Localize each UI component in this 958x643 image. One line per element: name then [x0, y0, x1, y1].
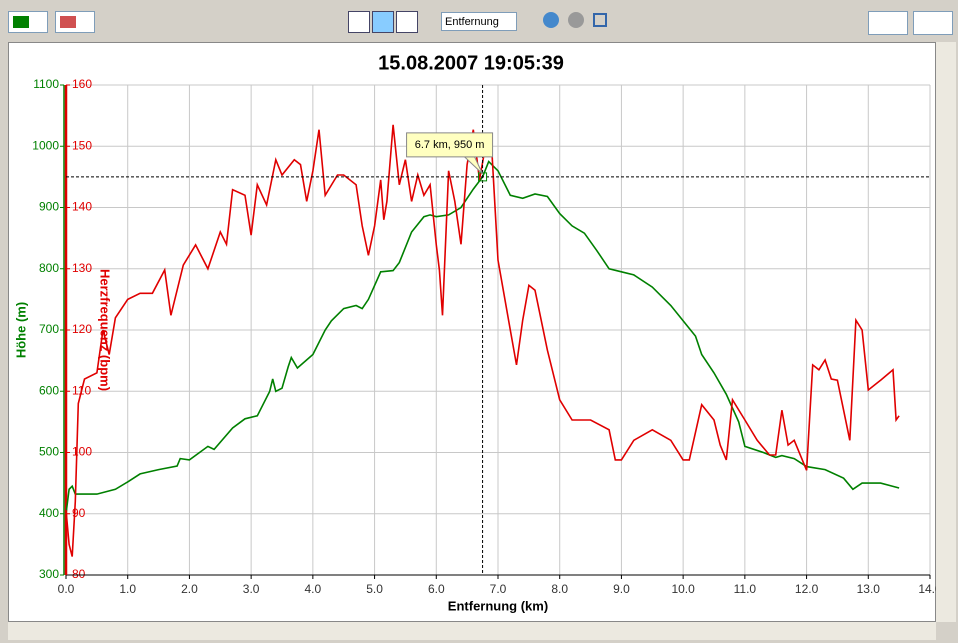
y2-tick-label: 150	[72, 138, 92, 152]
y2-tick-label: 120	[72, 322, 92, 336]
x-tick-label: 2.0	[181, 582, 198, 596]
y2-tick-label: 140	[72, 200, 92, 214]
x-tick-label: 7.0	[490, 582, 507, 596]
x-tick-label: 10.0	[671, 582, 695, 596]
dropdown-text: Entfernung	[445, 16, 499, 28]
y-tick-label: 1000	[32, 138, 59, 152]
y-axis-title: Höhe (m)	[13, 302, 28, 358]
y2-tick-label: 80	[72, 567, 86, 581]
zoom-in[interactable]	[543, 12, 559, 28]
chart-title: 15.08.2007 19:05:39	[378, 52, 564, 74]
y-tick-label: 700	[39, 322, 59, 336]
data-line	[65, 124, 900, 557]
y2-tick-label: 130	[72, 261, 92, 275]
tooltip-text: 6.7 km, 950 m	[415, 139, 485, 151]
x-tick-label: 13.0	[857, 582, 881, 596]
x-tick-label: 14.0	[918, 582, 936, 596]
color-picker-green[interactable]	[8, 11, 48, 33]
x-tick-label: 4.0	[305, 582, 322, 596]
y-tick-label: 500	[39, 445, 59, 459]
data-line	[65, 160, 900, 514]
x-tick-label: 8.0	[551, 582, 568, 596]
zoom-out[interactable]	[568, 12, 584, 28]
y-tick-label: 600	[39, 383, 59, 397]
y-tick-label: 900	[39, 200, 59, 214]
x-axis-title: Entfernung (km)	[448, 598, 548, 613]
chart-frame	[8, 42, 936, 622]
x-tick-label: 12.0	[795, 582, 819, 596]
x-tick-label: 6.0	[428, 582, 445, 596]
y-tick-label: 800	[39, 261, 59, 275]
dropdown-right-2[interactable]	[913, 11, 953, 35]
dropdown-right-1[interactable]	[868, 11, 908, 35]
y-tick-label: 1100	[33, 77, 59, 91]
y-tick-label: 400	[39, 506, 59, 520]
color-picker-red[interactable]	[55, 11, 95, 33]
x-tick-label: 11.0	[734, 582, 757, 596]
x-tick-label: 0.0	[58, 582, 75, 596]
zoom-fit[interactable]	[593, 13, 607, 27]
tool-hlines[interactable]	[372, 11, 394, 33]
y2-axis-title: Herzfrequenz (bpm)	[98, 269, 113, 391]
tool-curve[interactable]	[396, 11, 418, 33]
x-tick-label: 3.0	[243, 582, 260, 596]
x-tick-label: 9.0	[613, 582, 630, 596]
y2-tick-label: 160	[72, 77, 92, 91]
y2-tick-label: 100	[72, 445, 92, 459]
chart: 15.08.2007 19:05:39 0.0 1.0 2.0 3.0 4.0 5.0 6.…	[8, 42, 936, 622]
tool-crosshair[interactable]	[348, 11, 370, 33]
x-tick-label: 5.0	[366, 582, 383, 596]
tooltip	[406, 132, 494, 158]
x-axis-dropdown[interactable]: Entfernung	[441, 12, 517, 31]
scrollbar-bottom[interactable]	[8, 622, 936, 640]
scrollbar-right[interactable]	[936, 42, 956, 622]
x-tick-label: 1.0	[119, 582, 136, 596]
toolbar: Entfernung	[0, 0, 958, 40]
y-tick-label: 300	[39, 567, 59, 581]
